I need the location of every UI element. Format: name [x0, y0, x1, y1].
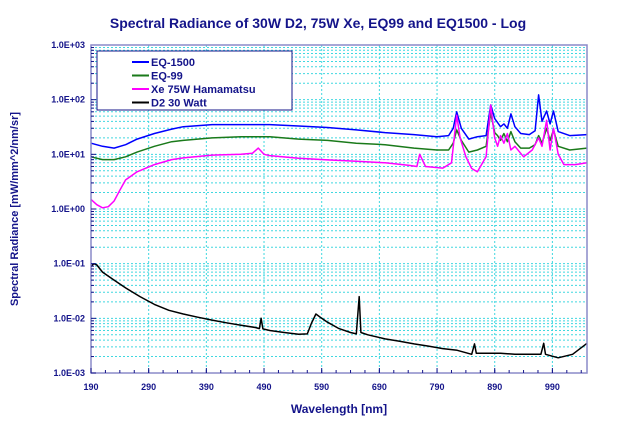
x-tick-label: 490 — [257, 382, 272, 392]
chart-title: Spectral Radiance of 30W D2, 75W Xe, EQ9… — [110, 15, 526, 31]
legend-label: D2 30 Watt — [151, 98, 207, 110]
y-tick-label: 1.0E-01 — [53, 259, 85, 269]
legend-label: EQ-1500 — [151, 57, 195, 69]
y-tick-label: 1.0E-03 — [53, 368, 85, 378]
x-axis-label: Wavelength [nm] — [291, 402, 387, 416]
axes: 190 290 390 490 590 690 790 890 990 1.0E+03 1.0E+0… — [51, 40, 582, 392]
series-line-d2-30-watt — [90, 262, 588, 359]
x-tick-label: 590 — [314, 382, 329, 392]
y-tick-label: 1.0E-02 — [53, 313, 85, 323]
legend-label: EQ-99 — [151, 71, 183, 83]
x-tick-label: 690 — [372, 382, 387, 392]
y-axis-label: Spectral Radiance [mW/mm^2/nm/sr] — [9, 112, 21, 306]
x-tick-label: 890 — [487, 382, 502, 392]
x-tick-label: 390 — [199, 382, 214, 392]
y-tick-label: 1.0E+00 — [51, 204, 85, 214]
x-tick-label: 790 — [430, 382, 445, 392]
y-tick-label: 1.0E+02 — [51, 95, 85, 105]
legend-label: Xe 75W Hamamatsu — [151, 84, 256, 96]
y-tick-label: 1.0E+01 — [51, 149, 85, 159]
x-tick-label: 190 — [83, 382, 98, 392]
x-tick-label: 290 — [141, 382, 156, 392]
series-line-eq-99 — [90, 112, 588, 161]
y-tick-label: 1.0E+03 — [51, 40, 85, 50]
legend-box — [96, 50, 293, 111]
series-lines — [90, 94, 588, 359]
series-line-eq-1500 — [90, 94, 588, 149]
x-tick-label: 990 — [545, 382, 560, 392]
series-line-xe-75w-hamamatsu — [90, 104, 588, 209]
